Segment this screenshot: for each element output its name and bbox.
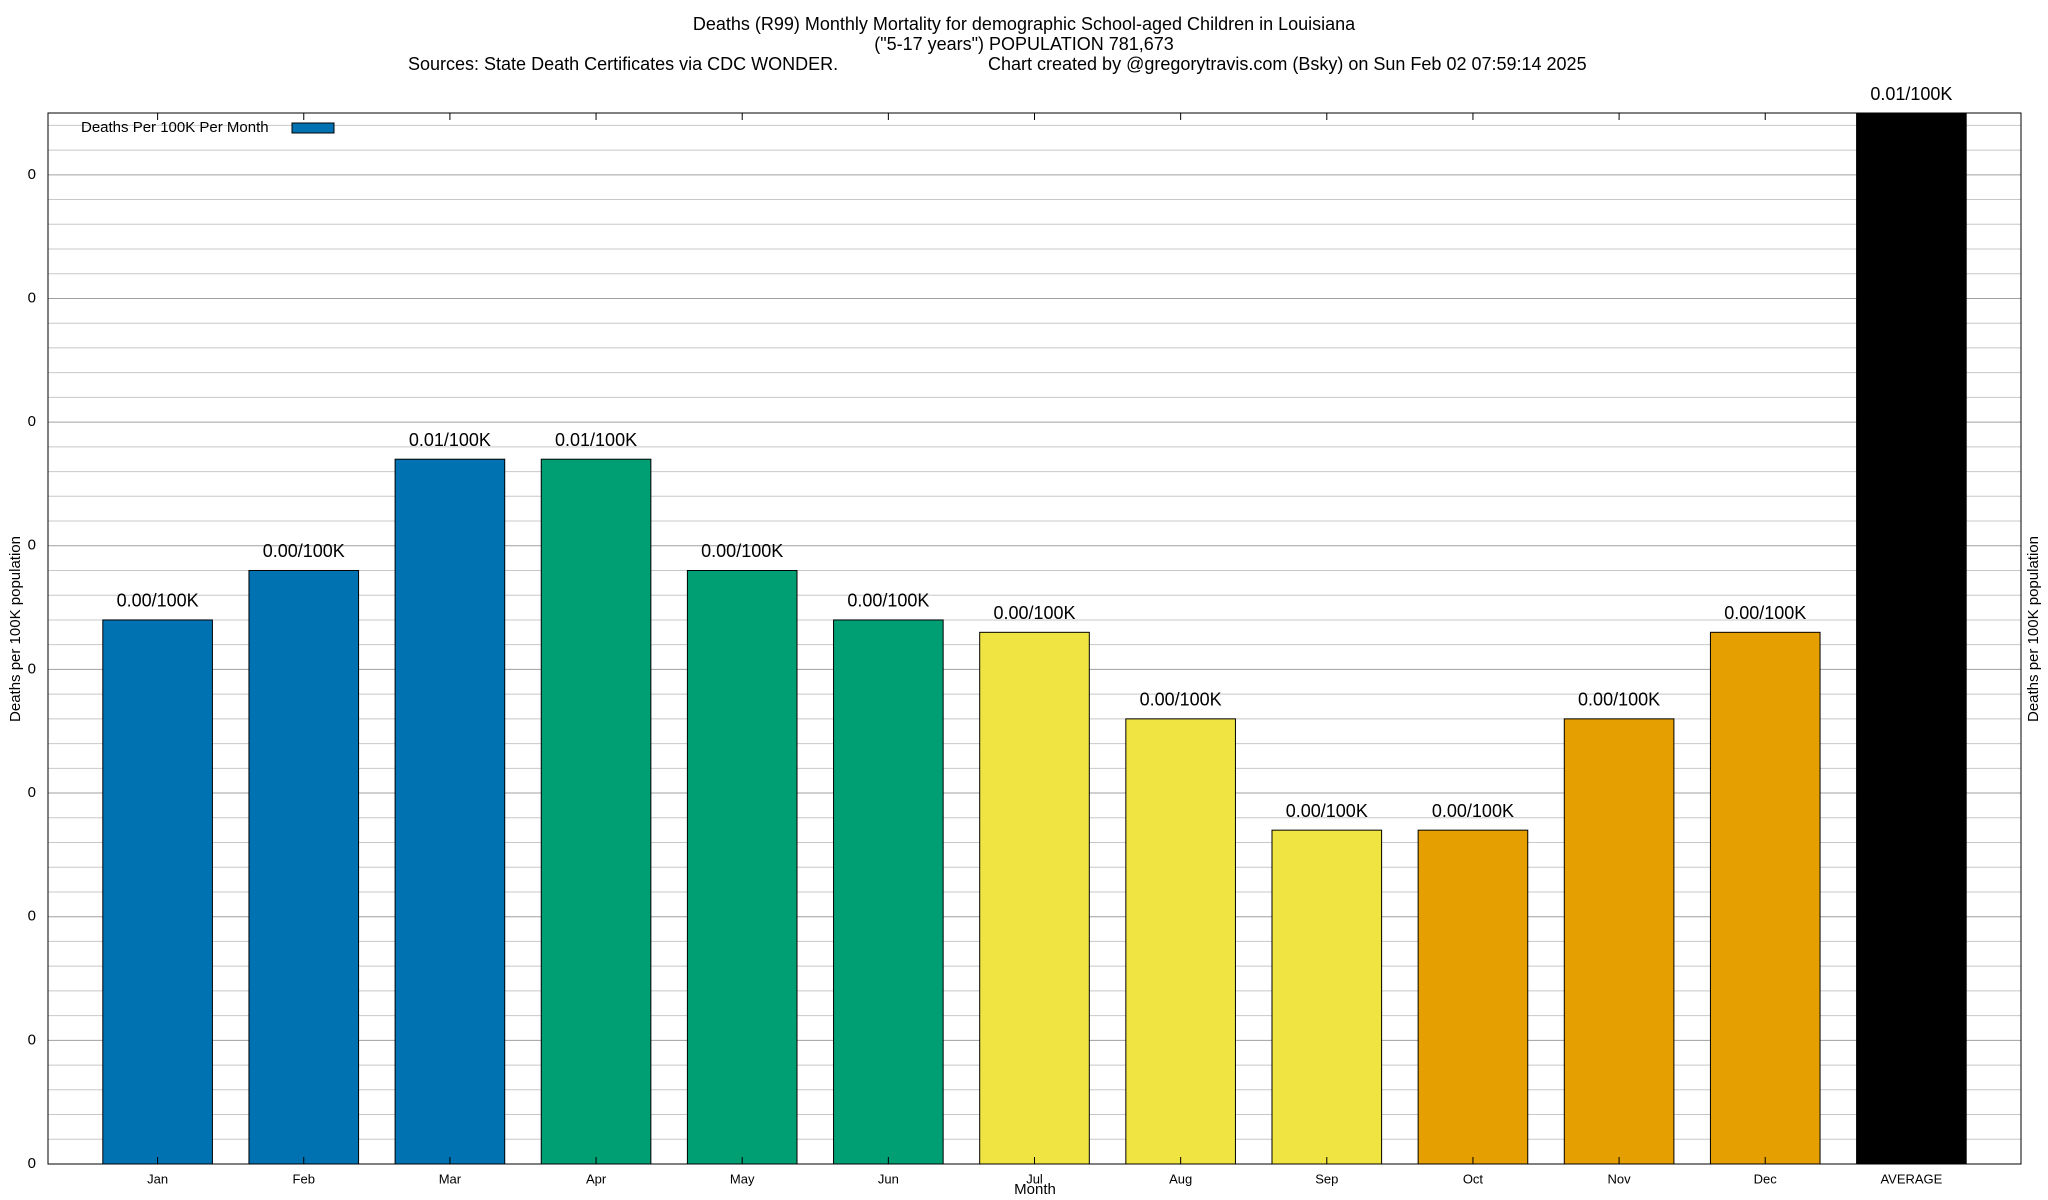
x-tick-label: Oct xyxy=(1463,1171,1484,1186)
value-label: 0.01/100K xyxy=(409,430,491,450)
y2-axis-label: Deaths per 100K population xyxy=(2025,536,2042,722)
x-tick-label: Jul xyxy=(1026,1171,1043,1186)
value-label: 0.00/100K xyxy=(993,603,1075,623)
bar xyxy=(1563,718,1675,1164)
value-label: 0.00/100K xyxy=(1724,603,1806,623)
value-label: 0.01/100K xyxy=(1870,84,1952,104)
x-tick-label: Nov xyxy=(1608,1171,1632,1186)
bar xyxy=(979,631,1090,1164)
chart-title: Deaths (R99) Monthly Mortality for demog… xyxy=(693,14,1356,34)
bars xyxy=(102,113,1967,1164)
y-tick-label: 0 xyxy=(28,289,36,306)
bar xyxy=(1417,829,1529,1164)
bar xyxy=(1125,718,1236,1164)
plot-frame xyxy=(47,112,2022,1165)
x-tick-label: Aug xyxy=(1169,1171,1192,1186)
bar xyxy=(833,619,944,1164)
x-tick-label: Feb xyxy=(293,1171,315,1186)
bar xyxy=(394,458,506,1164)
bar xyxy=(1271,829,1383,1164)
bar xyxy=(1856,113,1967,1164)
x-tick-label: Mar xyxy=(439,1171,462,1186)
chart-credit: Chart created by @gregorytravis.com (Bsk… xyxy=(988,54,1587,74)
x-tick-label: Jan xyxy=(147,1171,168,1186)
value-label: 0.00/100K xyxy=(847,591,929,611)
x-tick-label: AVERAGE xyxy=(1880,1171,1942,1186)
x-tick-label: Apr xyxy=(586,1171,607,1186)
y-axis-label: Deaths per 100K population xyxy=(7,536,24,722)
x-tick-label: Dec xyxy=(1754,1171,1778,1186)
value-label: 0.00/100K xyxy=(117,591,199,611)
value-label: 0.00/100K xyxy=(1578,690,1660,710)
bar xyxy=(686,569,798,1164)
chart-source: Sources: State Death Certificates via CD… xyxy=(408,54,838,74)
value-label: 0.00/100K xyxy=(701,541,783,561)
x-tick-label: Sep xyxy=(1315,1171,1338,1186)
legend-label: Deaths Per 100K Per Month xyxy=(81,119,269,136)
value-label: 0.00/100K xyxy=(263,541,345,561)
y-tick-label: 0 xyxy=(28,1031,36,1048)
x-axis-label: Month xyxy=(1014,1181,1056,1198)
x-tick-label: Jun xyxy=(878,1171,899,1186)
y-tick-label: 0 xyxy=(28,413,36,430)
x-tick-label: May xyxy=(730,1171,755,1186)
chart-subtitle: ("5-17 years") POPULATION 781,673 xyxy=(874,34,1174,54)
value-label: 0.00/100K xyxy=(1432,801,1514,821)
bar xyxy=(102,619,213,1164)
y-tick-label: 0 xyxy=(28,166,36,183)
bar xyxy=(1709,631,1821,1164)
value-label: 0.00/100K xyxy=(1286,801,1368,821)
y-tick-label: 0 xyxy=(28,1155,36,1172)
y-tick-label: 0 xyxy=(28,537,36,554)
bar xyxy=(540,458,652,1164)
y-tick-label: 0 xyxy=(28,660,36,677)
y-tick-label: 0 xyxy=(28,784,36,801)
legend-swatch xyxy=(291,122,335,134)
bar xyxy=(248,569,360,1164)
value-label: 0.01/100K xyxy=(555,430,637,450)
value-label: 0.00/100K xyxy=(1140,690,1222,710)
y-tick-label: 0 xyxy=(28,908,36,925)
